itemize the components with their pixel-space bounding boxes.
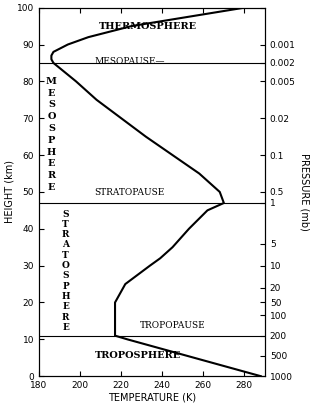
Text: T: T	[62, 220, 69, 229]
Text: S: S	[48, 124, 55, 133]
Text: STRATOPAUSE: STRATOPAUSE	[94, 188, 165, 197]
Y-axis label: PRESSURE (mb): PRESSURE (mb)	[300, 153, 310, 231]
Text: S: S	[48, 101, 55, 109]
Text: MESOPAUSE—: MESOPAUSE—	[94, 57, 165, 66]
Text: E: E	[62, 302, 69, 311]
Text: M: M	[46, 77, 57, 86]
Text: H: H	[47, 148, 56, 157]
Text: S: S	[62, 210, 69, 219]
Text: E: E	[48, 160, 55, 168]
Text: R: R	[62, 230, 69, 239]
Text: E: E	[48, 183, 55, 192]
Text: H: H	[62, 292, 70, 301]
Text: TROPOPAUSE: TROPOPAUSE	[140, 321, 205, 330]
Text: E: E	[62, 323, 69, 332]
Text: O: O	[47, 112, 56, 121]
Text: E: E	[48, 89, 55, 98]
Text: T: T	[62, 251, 69, 260]
Text: THERMOSPHERE: THERMOSPHERE	[99, 22, 197, 31]
Text: P: P	[62, 282, 69, 291]
X-axis label: TEMPERATURE (K): TEMPERATURE (K)	[108, 393, 196, 403]
Text: TROPOSPHERE: TROPOSPHERE	[95, 351, 181, 361]
Text: R: R	[62, 313, 69, 322]
Text: A: A	[62, 241, 69, 249]
Text: P: P	[48, 136, 55, 145]
Text: S: S	[62, 271, 69, 280]
Text: R: R	[47, 171, 56, 180]
Text: O: O	[62, 261, 70, 270]
Y-axis label: HEIGHT (km): HEIGHT (km)	[4, 160, 14, 223]
